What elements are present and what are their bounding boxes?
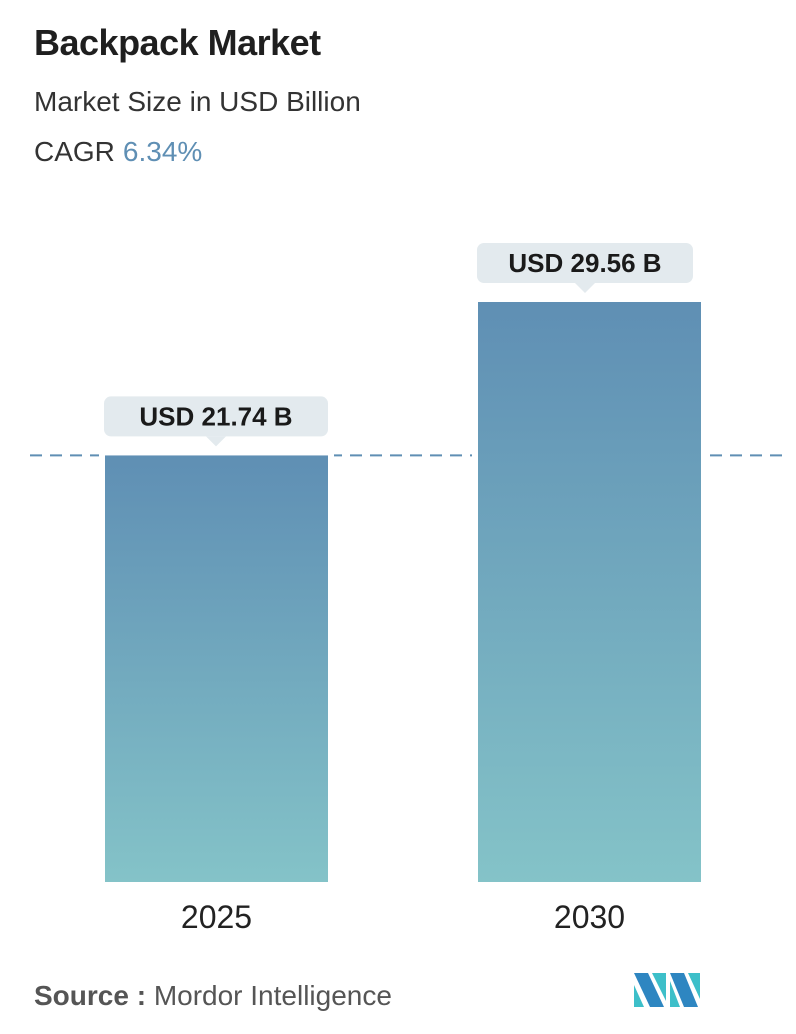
source: Source : Mordor Intelligence bbox=[34, 980, 392, 1012]
bar-2025 bbox=[105, 455, 328, 882]
cagr-value: 6.34% bbox=[122, 136, 203, 167]
data-label-bg bbox=[104, 396, 328, 437]
chart-subtitle: Market Size in USD Billion bbox=[34, 86, 361, 117]
chart-title: Backpack Market bbox=[34, 22, 321, 63]
bar-chart: USD 21.74 B 2025 USD 29.56 B 2030 bbox=[30, 243, 784, 935]
mordor-logo-icon bbox=[634, 973, 700, 1007]
data-label: USD 21.74 B bbox=[139, 401, 292, 431]
x-tick-label: 2030 bbox=[554, 899, 625, 935]
data-label-pointer bbox=[575, 283, 595, 293]
cagr: CAGR 6.34% bbox=[34, 136, 202, 168]
data-label-bg bbox=[477, 243, 693, 283]
data-label-pointer bbox=[206, 436, 226, 447]
x-tick-label: 2025 bbox=[181, 899, 252, 935]
source-label: Source : bbox=[34, 980, 147, 1011]
data-label: USD 29.56 B bbox=[508, 248, 661, 278]
bar-2030 bbox=[478, 302, 701, 882]
cagr-label: CAGR bbox=[34, 136, 115, 167]
source-value: Mordor Intelligence bbox=[153, 980, 392, 1011]
